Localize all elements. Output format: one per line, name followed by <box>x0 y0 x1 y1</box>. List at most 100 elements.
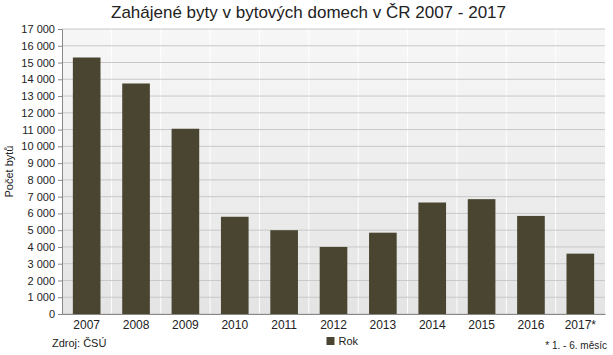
y-tick-label: 3 000 <box>27 258 55 270</box>
separator <box>358 29 359 314</box>
y-tick-label: 0 <box>49 308 55 320</box>
separator <box>111 29 112 314</box>
grid-line <box>62 29 605 30</box>
separator <box>308 29 309 314</box>
y-tick: 2 000 <box>27 274 62 286</box>
y-tick-mark <box>58 297 62 298</box>
y-tick-label: 8 000 <box>27 174 55 186</box>
separator <box>210 29 211 314</box>
y-tick-mark <box>58 96 62 97</box>
y-tick-mark <box>58 63 62 64</box>
grid-line <box>62 79 605 80</box>
y-tick-mark <box>58 130 62 131</box>
y-tick-mark <box>58 180 62 181</box>
y-tick-label: 13 000 <box>21 90 55 102</box>
y-tick-mark <box>58 79 62 80</box>
x-tick: 2015 <box>468 314 495 332</box>
separator <box>506 29 507 314</box>
bar <box>468 199 496 314</box>
y-tick-label: 15 000 <box>21 57 55 69</box>
y-tick-label: 7 000 <box>27 191 55 203</box>
grid <box>62 29 605 314</box>
x-tick: 2013 <box>370 314 397 332</box>
y-tick: 7 000 <box>27 191 62 203</box>
x-tick: 2008 <box>123 314 150 332</box>
y-axis-line <box>58 30 63 315</box>
footnote: * 1. - 6. měsíc <box>545 340 607 351</box>
y-tick-label: 14 000 <box>21 73 55 85</box>
separator <box>555 29 556 314</box>
y-tick-mark <box>58 230 62 231</box>
y-tick: 0 <box>49 308 62 320</box>
y-tick-mark <box>58 113 62 114</box>
bar <box>369 233 397 314</box>
y-tick-label: 2 000 <box>27 274 55 286</box>
y-tick-label: 16 000 <box>21 40 55 52</box>
bars <box>73 58 594 315</box>
plot: 0 1 000 2 000 3 000 4 000 5 000 6 000 7 000 8 00… <box>21 23 605 332</box>
y-tick-label: 11 000 <box>22 124 55 136</box>
x-tick-label: 2017* <box>565 318 597 332</box>
separator <box>456 29 457 314</box>
x-tick-label: 2016 <box>518 318 545 332</box>
x-axis: 2007 2008 2009 2010 2011 2012 2013 2014 2015 2016… <box>63 314 606 332</box>
x-tick-label: 2015 <box>468 318 495 332</box>
legend: Rok <box>327 335 359 347</box>
x-tick: 2012 <box>320 314 347 332</box>
bar <box>566 254 594 314</box>
y-tick: 8 000 <box>27 174 62 186</box>
y-tick-label: 10 000 <box>21 140 55 152</box>
bar <box>418 203 446 314</box>
x-tick-label: 2009 <box>172 318 199 332</box>
x-tick: 2009 <box>172 314 199 332</box>
y-tick: 13 000 <box>21 90 62 102</box>
y-tick-mark <box>58 146 62 147</box>
bar <box>172 129 200 314</box>
chart: 0 1 000 2 000 3 000 4 000 5 000 6 000 7 000 8 00… <box>0 0 613 355</box>
x-tick-label: 2014 <box>419 318 446 332</box>
x-tick-label: 2012 <box>320 318 347 332</box>
y-tick-label: 9 000 <box>27 157 55 169</box>
y-tick: 10 000 <box>21 140 62 152</box>
y-tick-mark <box>58 163 62 164</box>
x-tick-label: 2013 <box>370 318 397 332</box>
y-tick-mark <box>58 264 62 265</box>
bar <box>73 58 101 315</box>
y-tick: 5 000 <box>27 224 62 236</box>
y-tick-label: 1 000 <box>27 291 55 303</box>
x-tick-label: 2007 <box>73 318 100 332</box>
y-tick-label: 12 000 <box>21 107 55 119</box>
x-tick: 2007 <box>73 314 100 332</box>
y-tick-mark <box>58 314 62 315</box>
x-tick-label: 2011 <box>271 318 297 332</box>
x-tick-label: 2010 <box>221 318 248 332</box>
y-tick: 9 000 <box>27 157 62 169</box>
y-tick: 16 000 <box>21 40 62 52</box>
y-tick: 11 000 <box>22 124 62 136</box>
x-tick: 2010 <box>221 314 248 332</box>
source-note: Zdroj: ČSÚ <box>52 337 106 349</box>
plot-background <box>62 29 605 314</box>
x-tick: 2011 <box>271 314 297 332</box>
y-tick-label: 17 000 <box>21 23 55 35</box>
y-axis-title: Počet bytů <box>3 146 15 198</box>
separator <box>259 29 260 314</box>
y-tick: 4 000 <box>27 241 62 253</box>
y-tick-mark <box>58 29 62 30</box>
y-tick: 3 000 <box>27 258 62 270</box>
grid-line <box>62 62 605 63</box>
y-tick-mark <box>58 213 62 214</box>
y-tick-label: 6 000 <box>27 207 55 219</box>
y-axis: 0 1 000 2 000 3 000 4 000 5 000 6 000 7 000 8 00… <box>21 23 62 320</box>
title: Zahájené byty v bytových domech v ČR 200… <box>111 3 506 22</box>
grid-line <box>62 45 605 46</box>
y-tick-mark <box>58 247 62 248</box>
x-tick: 2014 <box>419 314 446 332</box>
bar <box>122 83 150 314</box>
y-tick: 6 000 <box>27 207 62 219</box>
bar <box>270 230 298 314</box>
x-axis-line <box>63 314 606 315</box>
separator <box>407 29 408 314</box>
legend-label: Rok <box>339 335 359 347</box>
y-tick: 15 000 <box>21 57 62 69</box>
